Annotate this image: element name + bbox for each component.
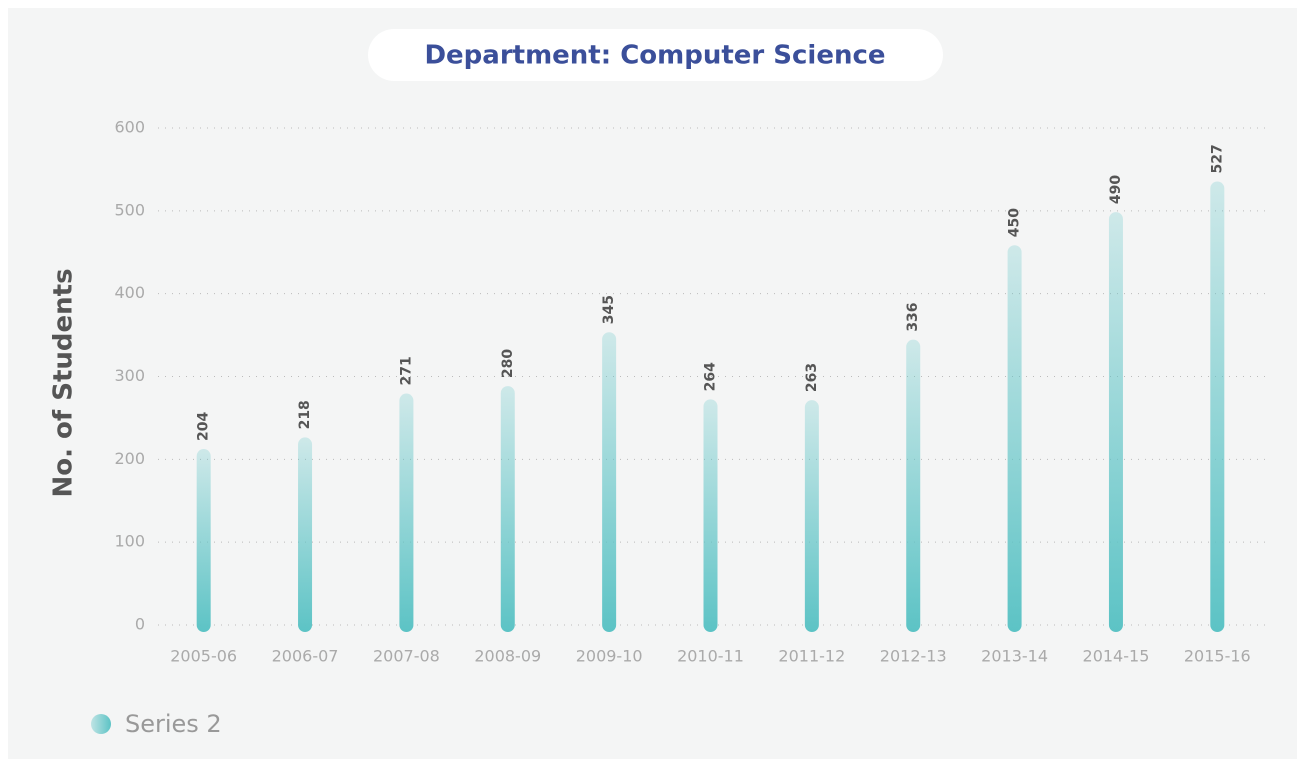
- y-tick-label: 400: [114, 283, 145, 302]
- data-label: 490: [1108, 175, 1124, 204]
- x-tick-label: 2012-13: [880, 647, 947, 666]
- x-tick-label: 2008-09: [474, 647, 541, 666]
- data-label: 263: [804, 363, 820, 392]
- data-label: 271: [398, 356, 414, 385]
- bar: [906, 339, 921, 632]
- x-tick-label: 2006-07: [272, 647, 339, 666]
- title-pill: [368, 29, 943, 81]
- bar: [1108, 212, 1123, 632]
- bar: [602, 332, 617, 632]
- bar: [298, 437, 313, 632]
- bar: [399, 393, 414, 632]
- x-tick-label: 2009-10: [576, 647, 643, 666]
- x-tick-label: 2010-11: [677, 647, 744, 666]
- x-tick-label: 2013-14: [981, 647, 1048, 666]
- data-label: 264: [703, 362, 719, 391]
- x-tick-label: 2005-06: [170, 647, 237, 666]
- y-axis-label: No. of Students: [49, 268, 79, 497]
- y-tick-label: 0: [135, 615, 145, 634]
- bar: [500, 386, 515, 632]
- y-tick-label: 600: [114, 118, 145, 137]
- data-label: 450: [1007, 208, 1023, 237]
- data-label: 218: [297, 400, 313, 429]
- data-label: 527: [1209, 144, 1225, 173]
- bar: [1210, 181, 1225, 633]
- bar: [196, 449, 211, 632]
- y-tick-label: 200: [114, 449, 145, 468]
- chart-title: Department: Computer Science: [424, 41, 885, 71]
- x-tick-label: 2015-16: [1184, 647, 1251, 666]
- x-tick-label: 2014-15: [1083, 647, 1150, 666]
- data-label: 336: [905, 302, 921, 331]
- bar: [703, 399, 718, 632]
- data-label: 204: [196, 412, 212, 441]
- bar: [804, 400, 819, 632]
- legend-swatch: [91, 714, 111, 734]
- x-tick-label: 2007-08: [373, 647, 440, 666]
- x-tick-label: 2011-12: [778, 647, 845, 666]
- y-tick-label: 500: [114, 200, 145, 219]
- bar: [1007, 245, 1022, 632]
- data-label: 280: [500, 349, 516, 378]
- legend-label: Series 2: [125, 710, 222, 738]
- y-tick-label: 300: [114, 366, 145, 385]
- data-label: 345: [601, 295, 617, 324]
- y-tick-label: 100: [114, 532, 145, 551]
- panel: [8, 8, 1297, 759]
